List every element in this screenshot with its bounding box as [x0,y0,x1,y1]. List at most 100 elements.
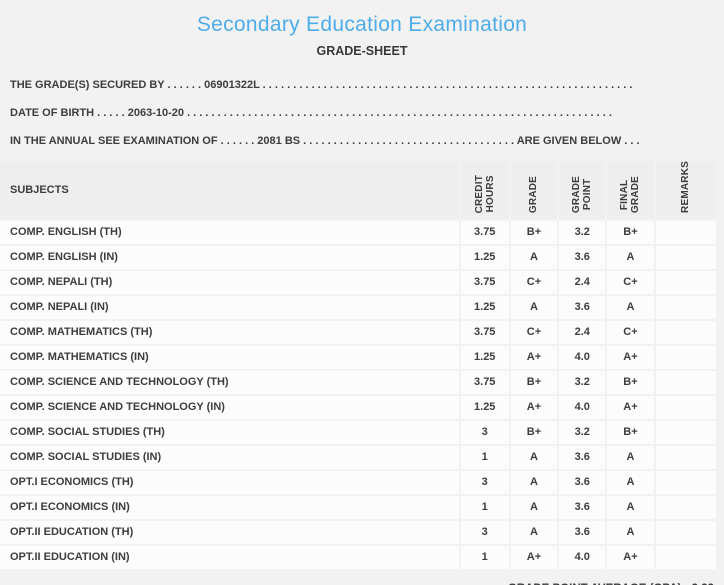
remarks-cell [655,545,716,569]
remarks-cell [655,320,716,344]
grade-point-cell: 3.6 [559,495,606,519]
table-row: OPT.I ECONOMICS (TH) 3 A 3.6 A [0,470,716,494]
table-row: OPT.II EDUCATION (TH) 3 A 3.6 A [0,520,716,544]
credit-hours-cell: 1.25 [460,395,509,419]
remarks-cell [655,245,716,269]
credit-hours-cell: 1 [460,545,509,569]
subject-cell: OPT.I ECONOMICS (TH) [0,470,459,494]
info-line-date-of-birth: DATE OF BIRTH . . . . . 2063-10-20 . . .… [10,107,612,119]
remarks-cell [655,495,716,519]
remarks-cell [655,370,716,394]
grade-point-cell: 4.0 [559,395,606,419]
grade-cell: A [510,445,558,469]
final-grade-cell: A+ [607,395,654,419]
credit-hours-cell: 3.75 [460,270,509,294]
credit-hours-cell: 1 [460,445,509,469]
grade-cell: B+ [510,220,558,244]
final-grade-cell: B+ [607,420,654,444]
table-row: COMP. SOCIAL STUDIES (TH) 3 B+ 3.2 B+ [0,420,716,444]
subject-cell: COMP. SOCIAL STUDIES (IN) [0,445,459,469]
col-header-remarks: REMARKS [655,161,716,219]
subject-cell: COMP. NEPALI (TH) [0,270,459,294]
final-grade-cell: B+ [607,220,654,244]
remarks-cell [655,470,716,494]
remarks-cell [655,520,716,544]
page-title: Secondary Education Examination [196,13,528,36]
table-row: COMP. SCIENCE AND TECHNOLOGY (IN) 1.25 A… [0,395,716,419]
subject-cell: COMP. MATHEMATICS (TH) [0,320,459,344]
credit-hours-cell: 3 [460,470,509,494]
grade-cell: A+ [510,545,558,569]
grade-cell: B+ [510,370,558,394]
page-subtitle: GRADE-SHEET [316,44,408,58]
grade-point-cell: 3.6 [559,245,606,269]
final-grade-cell: A [607,470,654,494]
remarks-cell [655,445,716,469]
table-row: COMP. MATHEMATICS (IN) 1.25 A+ 4.0 A+ [0,345,716,369]
final-grade-cell: A [607,295,654,319]
final-grade-cell: A [607,495,654,519]
remarks-label: REMARKS [680,161,692,213]
subject-cell: COMP. SCIENCE AND TECHNOLOGY (IN) [0,395,459,419]
grade-cell: A [510,245,558,269]
remarks-cell [655,220,716,244]
grade-label: GRADE [528,175,540,213]
gpa-summary: GRADE POINT AVERAGE (GPA) : 3.23 [0,583,714,585]
grade-table: SUBJECTS CREDIT HOURS GRADE GRADE POINT … [0,159,718,571]
grade-cell: A [510,470,558,494]
credit-hours-cell: 3.75 [460,320,509,344]
remarks-cell [655,345,716,369]
subject-cell: COMP. ENGLISH (TH) [0,220,459,244]
col-header-subjects: SUBJECTS [0,161,459,219]
grade-point-cell: 3.2 [559,420,606,444]
grade-table-header: SUBJECTS CREDIT HOURS GRADE GRADE POINT … [0,161,716,219]
col-header-credit-hours: CREDIT HOURS [460,161,509,219]
header-row: SUBJECTS CREDIT HOURS GRADE GRADE POINT … [0,161,716,219]
final-grade-cell: C+ [607,320,654,344]
credit-hours-cell: 1.25 [460,295,509,319]
final-grade-cell: A [607,445,654,469]
candidate-info: THE GRADE(S) SECURED BY . . . . . . 0690… [10,71,714,155]
col-header-grade-point: GRADE POINT [559,161,606,219]
final-grade-cell: A+ [607,545,654,569]
credit-hours-cell: 3.75 [460,370,509,394]
table-row: COMP. ENGLISH (IN) 1.25 A 3.6 A [0,245,716,269]
grade-point-cell: 4.0 [559,545,606,569]
remarks-cell [655,395,716,419]
info-line-grades-secured-by: THE GRADE(S) SECURED BY . . . . . . 0690… [10,79,633,91]
grade-point-cell: 3.2 [559,220,606,244]
final-grade-cell: A+ [607,345,654,369]
credit-hours-cell: 1.25 [460,345,509,369]
subject-cell: COMP. SCIENCE AND TECHNOLOGY (TH) [0,370,459,394]
grade-cell: A [510,295,558,319]
final-grade-label: FINAL GRADE [619,175,642,213]
grade-point-label: GRADE POINT [571,175,594,213]
credit-hours-cell: 1.25 [460,245,509,269]
grade-cell: B+ [510,420,558,444]
table-row: COMP. NEPALI (TH) 3.75 C+ 2.4 C+ [0,270,716,294]
subject-cell: COMP. ENGLISH (IN) [0,245,459,269]
grade-point-cell: 4.0 [559,345,606,369]
subject-cell: OPT.II EDUCATION (TH) [0,520,459,544]
grade-point-cell: 2.4 [559,270,606,294]
table-row: COMP. NEPALI (IN) 1.25 A 3.6 A [0,295,716,319]
subject-cell: OPT.II EDUCATION (IN) [0,545,459,569]
col-header-final-grade: FINAL GRADE [607,161,654,219]
final-grade-cell: A [607,245,654,269]
subject-cell: OPT.I ECONOMICS (IN) [0,495,459,519]
grade-point-cell: 2.4 [559,320,606,344]
info-line-examination-year: IN THE ANNUAL SEE EXAMINATION OF . . . .… [10,135,640,147]
table-row: COMP. ENGLISH (TH) 3.75 B+ 3.2 B+ [0,220,716,244]
grade-cell: A+ [510,395,558,419]
table-row: COMP. SCIENCE AND TECHNOLOGY (TH) 3.75 B… [0,370,716,394]
table-row: OPT.II EDUCATION (IN) 1 A+ 4.0 A+ [0,545,716,569]
grade-cell: A+ [510,345,558,369]
grade-cell: A [510,495,558,519]
grade-point-cell: 3.6 [559,470,606,494]
remarks-cell [655,270,716,294]
subject-cell: COMP. MATHEMATICS (IN) [0,345,459,369]
grade-cell: A [510,520,558,544]
credit-hours-label: CREDIT HOURS [473,174,496,213]
grade-cell: C+ [510,320,558,344]
grade-point-cell: 3.6 [559,520,606,544]
